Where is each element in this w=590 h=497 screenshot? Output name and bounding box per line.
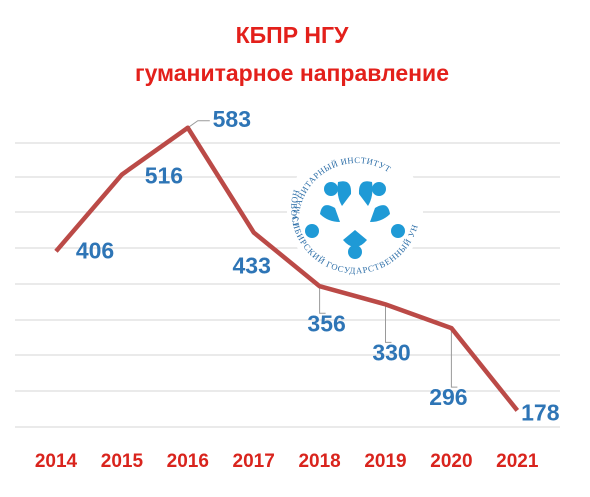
x-tick-label: 2021 bbox=[496, 451, 539, 472]
value-label: 583 bbox=[213, 106, 251, 132]
value-label: 356 bbox=[307, 310, 345, 336]
x-tick-label: 2017 bbox=[233, 451, 275, 472]
x-tick-label: 2015 bbox=[101, 451, 144, 472]
leader-line bbox=[187, 120, 210, 129]
logo-figures bbox=[305, 181, 405, 259]
value-label: 178 bbox=[521, 400, 560, 426]
leader-line bbox=[385, 304, 392, 343]
leader-line bbox=[319, 286, 326, 314]
x-tick-label: 2016 bbox=[167, 451, 209, 472]
logo-background bbox=[287, 144, 423, 280]
value-label: 330 bbox=[372, 339, 410, 365]
x-tick-label: 2014 bbox=[35, 451, 78, 472]
logo: ГУМАНИТАРНЫЙ ИНСТИТУТ НОВОСИБИРСКИЙ ГОСУ… bbox=[0, 0, 423, 280]
data-line bbox=[54, 125, 520, 412]
grid bbox=[15, 142, 560, 428]
value-label: 516 bbox=[145, 163, 183, 189]
x-tick-label: 2018 bbox=[298, 451, 340, 472]
leader-line bbox=[450, 328, 458, 388]
value-label: 406 bbox=[76, 237, 114, 263]
chart-subtitle: гуманитарное направление bbox=[135, 60, 449, 86]
x-tick-label: 2019 bbox=[364, 451, 406, 472]
value-label: 433 bbox=[233, 253, 271, 279]
value-label: 296 bbox=[429, 384, 467, 410]
x-tick-label: 2020 bbox=[430, 451, 472, 472]
chart-title: КБПР НГУ bbox=[236, 22, 349, 48]
